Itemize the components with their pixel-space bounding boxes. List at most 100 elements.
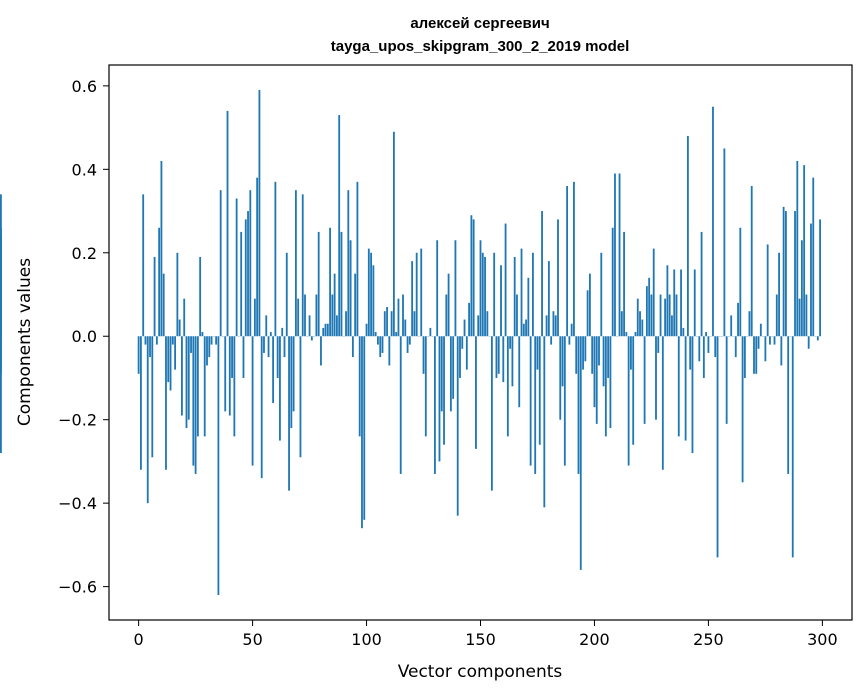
bar [413,311,415,336]
bar [630,336,632,369]
bar [764,336,766,361]
bar [347,190,349,336]
bar [550,336,552,344]
bar [252,336,254,465]
bar [429,328,431,336]
bar [525,320,527,337]
bar [0,236,2,336]
bar [279,336,281,440]
bar [575,336,577,374]
bar [247,211,249,336]
bar [559,336,561,419]
bar [147,336,149,503]
bar [416,253,418,336]
bar [723,148,725,336]
bar [202,332,204,336]
bar [259,90,261,336]
bar [491,336,493,490]
bar [372,265,374,336]
bar [717,336,719,557]
bar [268,336,270,357]
bar [817,336,819,340]
bar [594,336,596,407]
bar [334,274,336,337]
bar [288,336,290,490]
bar [274,182,276,336]
bar [293,336,295,411]
bar [402,295,404,337]
bar [566,186,568,336]
bar [256,178,258,337]
bar [607,336,609,378]
bar [404,320,406,337]
y-tick-label: 0.2 [72,244,97,263]
bar [149,336,151,357]
bar [571,324,573,337]
bar [742,336,744,482]
bar [623,232,625,336]
bar [666,265,668,336]
bar [286,253,288,336]
bar [261,336,263,478]
bar [648,278,650,336]
bar [657,336,659,353]
bar [382,336,384,353]
bar [537,336,539,369]
bar [183,299,185,337]
bar [265,315,267,336]
bar [641,320,643,337]
bar [459,336,461,378]
bar [284,336,286,357]
bar [220,190,222,336]
x-tick-label: 0 [134,630,144,649]
bar [311,336,313,340]
bar [354,274,356,337]
bar [425,336,427,436]
bar [612,228,614,336]
bar [484,257,486,336]
bar [682,328,684,336]
bar [165,336,167,470]
bar [370,253,372,336]
bar [796,161,798,336]
bar [778,253,780,336]
bar [409,336,411,344]
bar [737,303,739,336]
bar [801,240,803,336]
bar [254,299,256,337]
bar [794,211,796,336]
bar [361,336,363,528]
bar [195,336,197,474]
x-tick-label: 200 [579,630,610,649]
bar [806,295,808,337]
bar [619,174,621,337]
bar [655,336,657,419]
bar [475,336,477,449]
bar [669,295,671,337]
bar [578,336,580,474]
bar [270,332,272,336]
bar [480,240,482,336]
bar [644,336,646,424]
bar [803,165,805,336]
bar [632,336,634,445]
bar [352,336,354,357]
bar [502,336,504,382]
bar [596,336,598,424]
chart-title: алексей сергеевич [410,15,549,32]
bar [808,336,810,349]
bar [792,336,794,557]
bar [445,295,447,337]
bar [327,324,329,337]
bar [174,336,176,369]
x-tick-label: 300 [807,630,838,649]
bar [557,219,559,336]
bar [694,269,696,336]
bar [755,336,757,374]
bar [318,232,320,336]
bar [179,320,181,337]
x-tick-label: 50 [242,630,262,649]
bar [345,311,347,336]
bar [662,336,664,470]
